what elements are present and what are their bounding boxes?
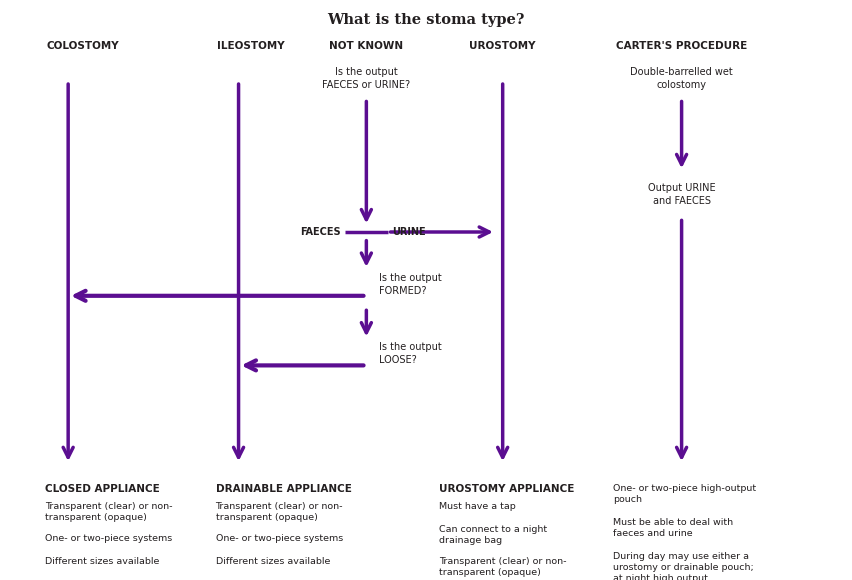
Text: One- or two-piece systems: One- or two-piece systems [45, 534, 172, 543]
Text: Different sizes available: Different sizes available [216, 557, 330, 567]
Text: What is the stoma type?: What is the stoma type? [327, 13, 525, 27]
Text: CARTER'S PROCEDURE: CARTER'S PROCEDURE [616, 41, 747, 52]
Text: NOT KNOWN: NOT KNOWN [329, 41, 404, 52]
Text: Transparent (clear) or non-
transparent (opaque): Transparent (clear) or non- transparent … [439, 557, 567, 578]
Text: Must be able to deal with
faeces and urine: Must be able to deal with faeces and uri… [613, 518, 734, 538]
Text: During day may use either a
urostomy or drainable pouch;
at night high output: During day may use either a urostomy or … [613, 552, 754, 580]
Text: Is the output
LOOSE?: Is the output LOOSE? [379, 342, 442, 365]
Text: DRAINABLE APPLIANCE: DRAINABLE APPLIANCE [216, 484, 351, 494]
Text: Must have a tap: Must have a tap [439, 502, 515, 511]
Text: Is the output
FORMED?: Is the output FORMED? [379, 273, 442, 296]
Text: ILEOSTOMY: ILEOSTOMY [217, 41, 285, 52]
Text: FAECES: FAECES [300, 227, 341, 237]
Text: Output URINE
and FAECES: Output URINE and FAECES [648, 183, 716, 206]
Text: Double-barrelled wet
colostomy: Double-barrelled wet colostomy [630, 67, 733, 90]
Text: One- or two-piece systems: One- or two-piece systems [216, 534, 343, 543]
Text: Is the output
FAECES or URINE?: Is the output FAECES or URINE? [322, 67, 411, 90]
Text: Different sizes available: Different sizes available [45, 557, 159, 567]
Text: Can connect to a night
drainage bag: Can connect to a night drainage bag [439, 525, 547, 545]
Text: UROSTOMY: UROSTOMY [469, 41, 536, 52]
Text: CLOSED APPLIANCE: CLOSED APPLIANCE [45, 484, 160, 494]
Text: URINE: URINE [392, 227, 425, 237]
Text: Transparent (clear) or non-
transparent (opaque): Transparent (clear) or non- transparent … [45, 502, 173, 522]
Text: One- or two-piece high-output
pouch: One- or two-piece high-output pouch [613, 484, 757, 505]
Text: UROSTOMY APPLIANCE: UROSTOMY APPLIANCE [439, 484, 574, 494]
Text: Transparent (clear) or non-
transparent (opaque): Transparent (clear) or non- transparent … [216, 502, 343, 522]
Text: COLOSTOMY: COLOSTOMY [47, 41, 119, 52]
